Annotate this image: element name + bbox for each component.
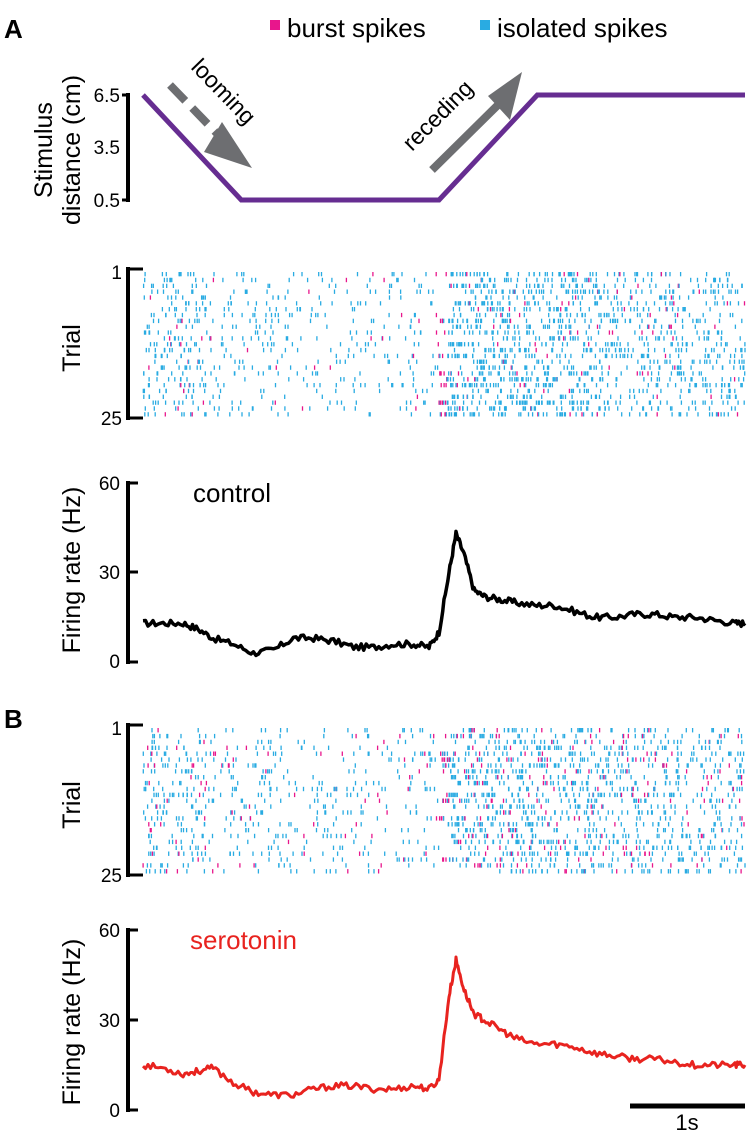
raster-a-ylabel: Trial bbox=[58, 324, 86, 372]
legend-isolated-label: isolated spikes bbox=[497, 13, 668, 43]
legend-burst-label: burst spikes bbox=[287, 13, 426, 43]
rate-control-panel: Firing rate (Hz) 60 30 0 control bbox=[58, 474, 747, 673]
stimulus-tick-label-bottom: 0.5 bbox=[94, 191, 120, 212]
rate-b-tick-label-0: 0 bbox=[109, 1101, 120, 1122]
control-series-label: control bbox=[193, 478, 271, 508]
serotonin-rate-line bbox=[141, 955, 747, 1100]
serotonin-series-label: serotonin bbox=[190, 925, 297, 955]
control-rate-line bbox=[142, 529, 747, 658]
stimulus-tick-label-mid: 3.5 bbox=[94, 138, 120, 159]
panel-label-b: B bbox=[4, 704, 23, 734]
rate-b-tick-label-30: 30 bbox=[99, 1011, 120, 1032]
raster-b-ylabel: Trial bbox=[58, 781, 86, 829]
stimulus-ylabel-line2: distance (cm) bbox=[58, 75, 86, 225]
raster-b-tick-label-top: 1 bbox=[111, 719, 122, 740]
stimulus-tick-label-top: 6.5 bbox=[94, 86, 120, 107]
receding-arrow-shaft bbox=[429, 95, 508, 173]
rate-b-ylabel: Firing rate (Hz) bbox=[58, 939, 86, 1106]
legend-burst-swatch bbox=[270, 20, 280, 30]
rate-a-tick-label-0: 0 bbox=[109, 652, 120, 673]
rate-b-tick-label-60: 60 bbox=[99, 921, 120, 942]
stimulus-ylabel-line1: Stimulus bbox=[30, 102, 58, 198]
rate-a-tick-label-30: 30 bbox=[99, 563, 120, 584]
legend-isolated-swatch bbox=[480, 20, 490, 30]
panel-label-a: A bbox=[4, 14, 23, 44]
scale-bar-label: 1s bbox=[675, 1110, 698, 1135]
receding-arrowhead bbox=[488, 72, 522, 120]
raster-a-spikes bbox=[142, 272, 746, 417]
raster-b-spikes bbox=[142, 728, 746, 874]
rate-a-ylabel: Firing rate (Hz) bbox=[58, 487, 86, 654]
rate-serotonin-panel: Firing rate (Hz) 60 30 0 serotonin bbox=[58, 921, 747, 1122]
raster-control-panel: Trial 1 25 bbox=[58, 263, 746, 430]
looming-arrowhead bbox=[204, 122, 252, 168]
stimulus-panel: Stimulus distance (cm) 6.5 3.5 0.5 loomi… bbox=[30, 53, 745, 225]
rate-a-tick-label-60: 60 bbox=[99, 474, 120, 495]
receding-label: receding bbox=[397, 75, 478, 156]
raster-serotonin-panel: Trial 1 25 bbox=[58, 719, 746, 887]
stimulus-distance-line bbox=[141, 92, 745, 203]
raster-a-tick-label-top: 1 bbox=[111, 263, 122, 284]
raster-a-tick-label-bottom: 25 bbox=[101, 409, 122, 430]
raster-b-tick-label-bottom: 25 bbox=[101, 866, 122, 887]
